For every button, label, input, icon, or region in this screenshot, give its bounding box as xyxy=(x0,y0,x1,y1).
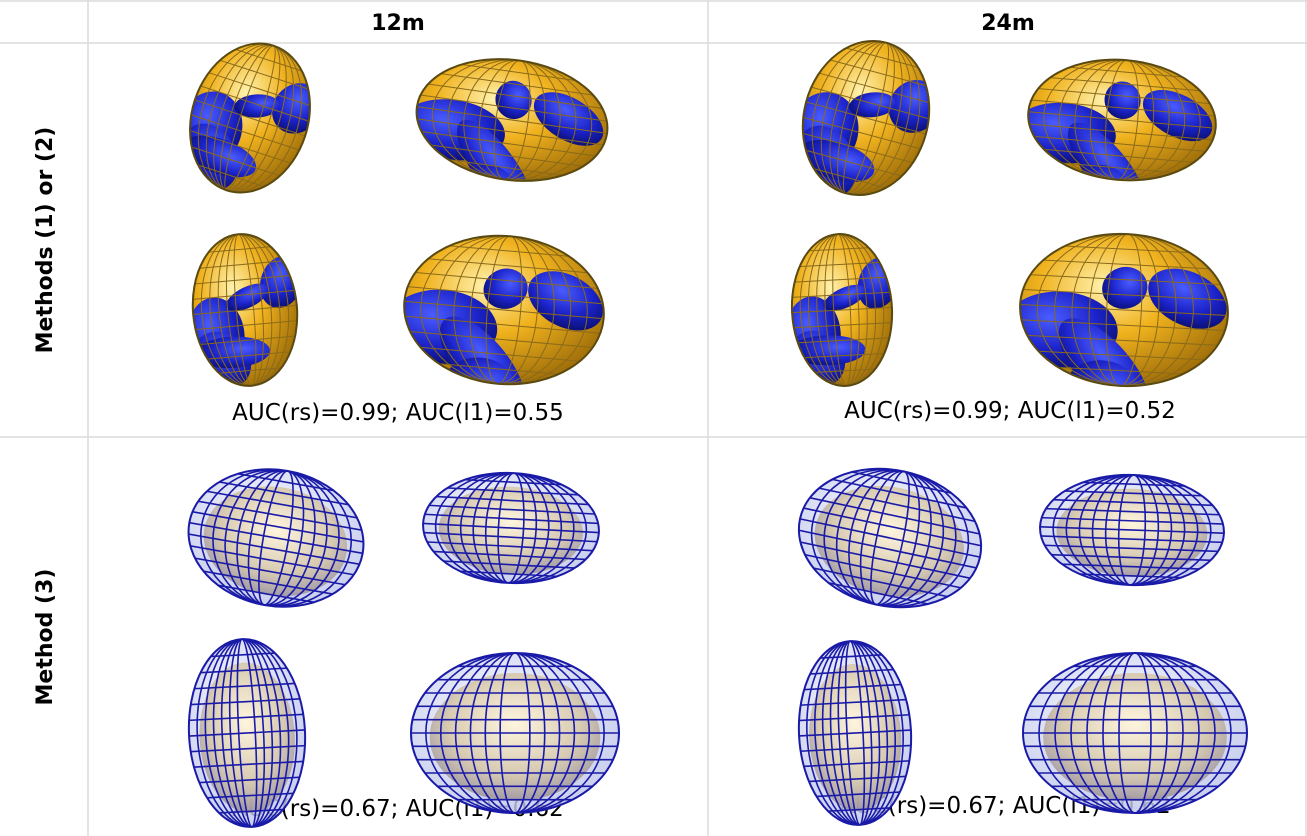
caption: AUC(rs)=0.99; AUC(l1)=0.52 xyxy=(844,398,1176,424)
figure-table: 12m 24m Methods (1) or (2) Method (3) AU… xyxy=(0,0,1307,836)
row-header: Methods (1) or (2) xyxy=(33,127,58,354)
shape-render xyxy=(1005,51,1224,233)
shape-render xyxy=(178,456,375,620)
shape-render xyxy=(1023,653,1247,813)
shape-render xyxy=(420,468,602,587)
column-header: 12m xyxy=(371,11,425,36)
shape-render xyxy=(786,452,994,623)
shape-render xyxy=(411,653,619,813)
shape-render xyxy=(1038,472,1226,588)
caption: AUC(rs)=0.99; AUC(l1)=0.55 xyxy=(232,400,564,426)
column-header: 24m xyxy=(981,11,1035,36)
shape-render xyxy=(388,45,619,239)
shape-render xyxy=(170,228,320,404)
shape-render xyxy=(155,24,343,229)
row-header: Method (3) xyxy=(33,569,58,706)
shape-render xyxy=(770,231,913,402)
shape-render xyxy=(771,24,960,232)
